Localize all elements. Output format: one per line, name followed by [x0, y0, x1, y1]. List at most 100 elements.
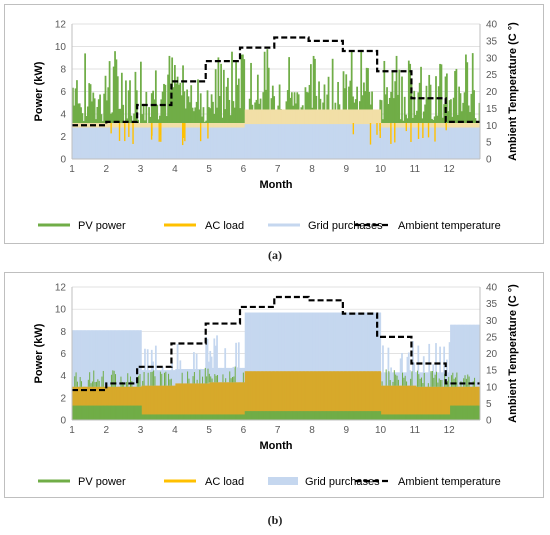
ac-load-bar [122, 386, 125, 420]
pv-power-bar [293, 411, 296, 420]
ac-load-bar [209, 382, 212, 420]
grid-purchases-bar [358, 124, 361, 159]
pv-power-bar [116, 76, 119, 159]
ac-load-bar [433, 386, 436, 420]
ac-load-bar [314, 371, 316, 420]
grid-purchases-bar [163, 127, 165, 159]
pv-power-bar [247, 411, 250, 420]
pv-power-bar [371, 411, 373, 420]
grid-purchases-bar [195, 127, 198, 159]
pv-power-bar [318, 411, 320, 420]
ac-load-bar [176, 383, 179, 420]
grid-purchases-bar [80, 330, 82, 420]
pv-power-bar [236, 84, 239, 159]
grid-purchases-bar [397, 127, 399, 159]
pv-power-bar [269, 411, 271, 420]
grid-purchases-bar [213, 127, 216, 159]
pv-power-bar [134, 71, 137, 159]
grid-purchases-bar [127, 330, 130, 420]
grid-purchases-bar [297, 312, 300, 420]
pv-power-bar [329, 411, 331, 420]
pv-power-bar [95, 405, 97, 420]
pv-power-bar [305, 411, 308, 420]
grid-purchases-bar [418, 127, 421, 159]
grid-purchases-bar [244, 312, 247, 420]
grid-purchases-bar [344, 312, 346, 420]
pv-power-bar [322, 411, 324, 420]
ac-load-bar [217, 382, 220, 420]
y-tick-label: 12 [55, 283, 67, 294]
pv-power-bar [386, 414, 388, 420]
grid-purchases-bar [133, 127, 135, 159]
pv-power-bar [266, 411, 269, 420]
pv-power-bar [281, 411, 284, 420]
pv-power-bar [304, 411, 307, 420]
ac-load-bar [471, 386, 474, 420]
grid-purchases-bar [350, 124, 353, 159]
y2-tick-label: 25 [486, 70, 498, 81]
pv-power-bar [344, 411, 346, 420]
pv-power-bar [471, 53, 474, 159]
grid-purchases-bar [360, 124, 363, 159]
pv-power-bar [154, 70, 157, 159]
ac-load-bar [239, 382, 242, 420]
ac-load-bar [172, 385, 175, 420]
grid-purchases-bar [281, 124, 284, 159]
pv-power-bar [263, 51, 266, 159]
grid-purchases-bar [290, 124, 293, 159]
pv-power-bar [82, 405, 85, 420]
ac-load-bar [282, 371, 285, 420]
ac-load-bar [99, 386, 101, 420]
pv-power-bar [436, 414, 439, 420]
grid-purchases-bar [149, 127, 152, 159]
pv-power-bar [210, 414, 213, 420]
ac-load-bar [112, 386, 115, 420]
ac-load-bar [296, 371, 299, 420]
ac-load-bar [311, 371, 314, 420]
ac-load-bar [360, 371, 363, 420]
grid-purchases-bar [373, 124, 376, 159]
grid-purchases-bar [152, 127, 154, 159]
pv-power-bar [221, 414, 224, 420]
grid-purchases-bar [372, 124, 375, 159]
grid-purchases-bar [256, 124, 259, 159]
x-tick-label: 1 [69, 425, 75, 436]
y-tick-label: 8 [60, 65, 66, 76]
pv-power-bar [93, 405, 96, 420]
ac-load-bar [398, 385, 401, 420]
grid-purchases-bar [451, 127, 454, 159]
ac-load-bar [390, 385, 392, 420]
pv-power-bar [265, 411, 267, 420]
grid-purchases-bar [263, 124, 266, 159]
grid-purchases-bar [134, 127, 137, 159]
pv-power-bar [369, 411, 372, 420]
grid-purchases-bar [348, 124, 350, 159]
pv-power-bar [206, 414, 209, 420]
grid-purchases-bar [126, 127, 129, 159]
grid-purchases-bar [228, 127, 231, 159]
pv-power-bar [363, 411, 365, 420]
pv-power-bar [84, 405, 86, 420]
ac-load-bar [278, 371, 281, 420]
ac-load-bar [77, 386, 80, 420]
ac-load-bar [467, 386, 470, 420]
pv-power-bar [125, 405, 127, 420]
grid-purchases-bar [72, 330, 74, 420]
grid-purchases-bar [319, 124, 322, 159]
ac-load-bar [144, 385, 146, 420]
grid-purchases-bar [338, 312, 341, 420]
ac-load-bar [284, 371, 286, 420]
ac-load-bar [203, 383, 206, 420]
grid-purchases-bar [262, 312, 265, 420]
grid-purchases-bar [227, 127, 229, 159]
ac-load-bar [375, 371, 378, 420]
grid-purchases-bar [269, 124, 271, 159]
ac-load-bar [386, 385, 388, 420]
grid-purchases-bar [454, 127, 456, 159]
grid-purchases-bar [179, 127, 182, 159]
ac-load-bar [402, 385, 405, 420]
grid-purchases-bar [330, 124, 333, 159]
grid-purchases-bar [282, 312, 285, 420]
grid-purchases-bar [119, 330, 122, 420]
ac-load-bar [388, 385, 391, 420]
